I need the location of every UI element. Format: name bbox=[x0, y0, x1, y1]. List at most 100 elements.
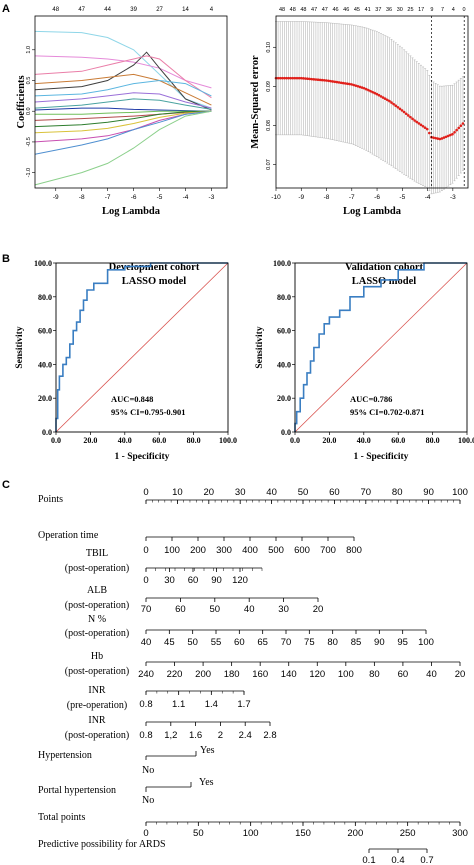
mse-point bbox=[333, 80, 337, 84]
mse-point bbox=[386, 98, 389, 102]
y-tick-label: 0.07 bbox=[266, 159, 272, 170]
x-tick-label: 40.0 bbox=[357, 436, 371, 445]
coef-plot: -9 -8 -7 -6 -5 -4 -3 -1.0 -0.5 0.0 0.5 1.0 48 47 44 39 2… bbox=[16, 7, 228, 217]
axis-tick-label: 0 bbox=[143, 575, 148, 586]
y-tick-label: 20.0 bbox=[277, 394, 291, 403]
y-tick-label: 60.0 bbox=[277, 327, 291, 336]
tbil-axis: 0 30 60 90 120 bbox=[143, 567, 248, 586]
axis-tick-label: 1.7 bbox=[237, 699, 250, 710]
axis-tick-label: 50 bbox=[298, 487, 309, 498]
coef-series-line bbox=[34, 110, 212, 186]
row-label-alb: ALB bbox=[87, 585, 107, 596]
hb-axis: 240 220 200 180 160 140 120 100 80 60 40 20 bbox=[138, 661, 465, 680]
axis-tick-label: 85 bbox=[351, 637, 362, 648]
x-axis-label: Log Lambda bbox=[102, 206, 161, 217]
axis-tick-label: 80 bbox=[392, 487, 403, 498]
mse-point bbox=[398, 107, 402, 111]
top-tick-label: 46 bbox=[343, 7, 349, 13]
cv-plot: -10 -9 -8 -7 -6 -5 -4 -3 0.07 0.08 0.09 0.10 48 48 48 4… bbox=[250, 7, 469, 217]
points-axis: 0 10 20 30 40 50 60 70 80 90 100 bbox=[143, 487, 468, 504]
mse-point bbox=[323, 78, 326, 82]
axis-tick-label: 1.4 bbox=[205, 699, 218, 710]
mse-point bbox=[346, 82, 349, 86]
top-tick-label: 39 bbox=[130, 7, 137, 13]
mse-point bbox=[360, 86, 364, 89]
row-label-inr-post-sub: (post-operation) bbox=[65, 730, 129, 741]
mse-point bbox=[308, 77, 311, 81]
axis-tick-label: 20 bbox=[313, 604, 324, 615]
mse-point bbox=[442, 136, 446, 139]
mse-point bbox=[295, 76, 299, 80]
coef-series-line bbox=[35, 110, 212, 115]
x-tick-label: 100.0 bbox=[219, 436, 237, 445]
axis-tick-label: 100 bbox=[243, 828, 259, 839]
roc-curve bbox=[55, 262, 228, 432]
y-tick-label: -1.0 bbox=[26, 168, 32, 177]
axis-tick-label: 0 bbox=[143, 487, 148, 498]
top-tick-label: 14 bbox=[182, 7, 189, 13]
axis-tick-label: 60 bbox=[329, 487, 340, 498]
mse-point bbox=[335, 80, 339, 84]
axis-tick-label: 1,2 bbox=[164, 730, 177, 741]
axis-tick-label: 220 bbox=[167, 669, 183, 680]
mse-point bbox=[373, 91, 377, 95]
mse-point bbox=[278, 76, 282, 80]
mse-point bbox=[461, 122, 465, 125]
mse-point bbox=[291, 76, 295, 80]
top-tick-label: 9 bbox=[430, 7, 433, 13]
x-axis-label: 1 - Specificity bbox=[115, 452, 170, 462]
mse-point bbox=[381, 96, 385, 99]
mse-point bbox=[392, 102, 395, 106]
axis-tick-label: 100 bbox=[418, 637, 434, 648]
top-tick-label: 4 bbox=[452, 7, 455, 13]
mse-point bbox=[344, 82, 347, 85]
mse-point bbox=[350, 83, 353, 86]
top-tick-label: 27 bbox=[156, 7, 163, 13]
y-tick-label: 40.0 bbox=[277, 360, 291, 369]
mse-point bbox=[455, 128, 458, 132]
roc-development: Development cohort LASSO model 0.0 20.0 40.0… bbox=[15, 259, 237, 462]
axis-tick-label: 90 bbox=[211, 575, 222, 586]
mse-point bbox=[331, 80, 335, 83]
x-tick-label: -3 bbox=[450, 194, 456, 201]
ci-text: 95% CI=0.795-0.901 bbox=[111, 407, 186, 417]
axis-tick-label: 120 bbox=[232, 575, 248, 586]
axis-tick-label: 2.8 bbox=[263, 730, 276, 741]
top-tick-label: 46 bbox=[332, 7, 338, 13]
axis-tick-label: 40 bbox=[426, 669, 437, 680]
axis-tick-label: 180 bbox=[224, 669, 240, 680]
x-tick-label: -5 bbox=[399, 194, 405, 201]
mse-point bbox=[419, 123, 423, 127]
x-axis-label: Log Lambda bbox=[343, 206, 402, 217]
top-tick-label: 30 bbox=[397, 7, 403, 13]
row-label-n-percent: N % bbox=[88, 614, 106, 625]
x-tick-label: -3 bbox=[209, 194, 215, 201]
panel-label-c: C bbox=[2, 479, 10, 491]
coef-plot-frame bbox=[34, 15, 228, 189]
axis-tick-label: 70 bbox=[281, 637, 292, 648]
y-axis-label: Mean-Squared error bbox=[250, 55, 261, 149]
mse-point bbox=[310, 77, 314, 81]
mse-point bbox=[388, 99, 391, 103]
mse-point bbox=[390, 101, 393, 104]
mse-point bbox=[354, 84, 358, 87]
mse-point bbox=[383, 97, 387, 101]
axis-tick-label: 30 bbox=[164, 575, 175, 586]
y-tick-label: 100.0 bbox=[273, 259, 291, 268]
axis-tick-label: 80 bbox=[327, 637, 338, 648]
x-tick-label: -8 bbox=[324, 194, 330, 201]
x-tick-label: 20.0 bbox=[322, 436, 336, 445]
axis-tick-label: 300 bbox=[216, 545, 232, 556]
inr-pre-axis: 0.8 1.1 1.4 1.7 bbox=[139, 690, 251, 710]
roc-validation: Validation cohort LASSO model 0.0 20.0 40.0 6… bbox=[255, 259, 474, 462]
mse-point bbox=[402, 110, 406, 114]
axis-tick-label: 20 bbox=[204, 487, 215, 498]
coef-series-line bbox=[34, 110, 212, 128]
axis-tick-label: 95 bbox=[397, 637, 408, 648]
axis-tick-label: 120 bbox=[309, 669, 325, 680]
axis-tick-label: 45 bbox=[164, 637, 175, 648]
chart-subtitle: LASSO model bbox=[122, 276, 187, 287]
cv-plot-frame bbox=[275, 15, 469, 189]
y-tick-label: 40.0 bbox=[38, 360, 52, 369]
x-tick-label: -7 bbox=[349, 194, 355, 201]
